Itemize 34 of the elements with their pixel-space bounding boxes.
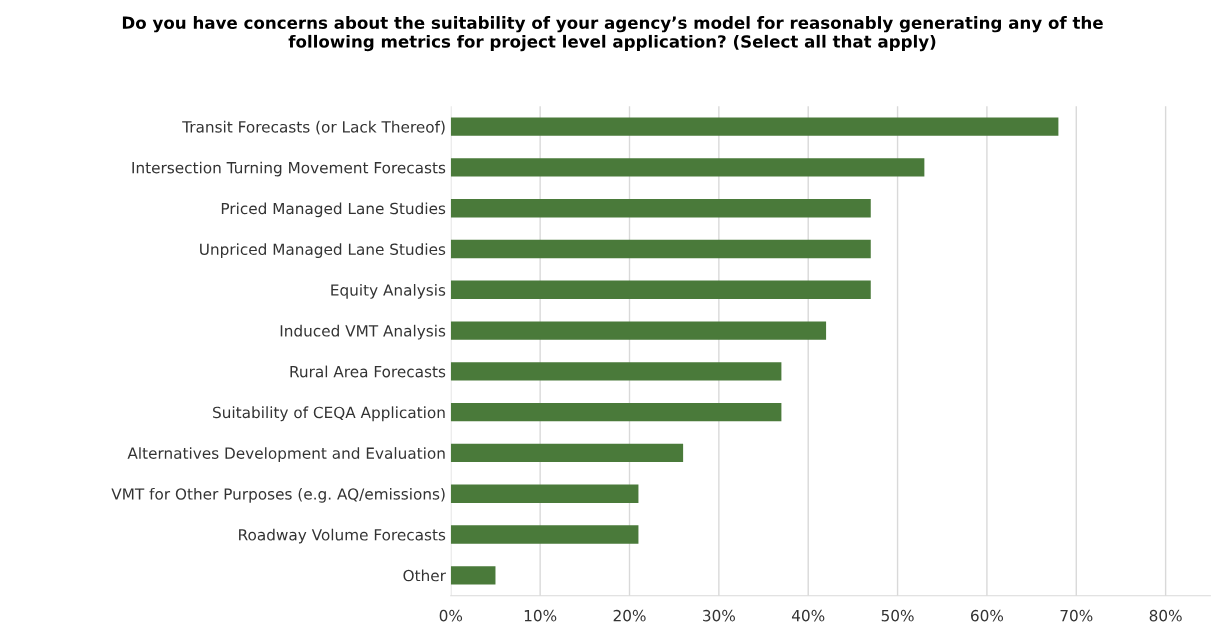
y-tick-label: Induced VMT Analysis	[280, 324, 446, 340]
bar	[450, 280, 871, 299]
y-tick-label: Rural Area Forecasts	[290, 365, 446, 378]
bar	[450, 239, 871, 259]
x-tick-label: 30%	[703, 609, 735, 622]
x-tick-label: 10%	[524, 609, 557, 622]
y-tick-label: VMT for Other Purposes (e.g. AQ/emissions)	[111, 487, 445, 503]
x-tick-label: 50%	[881, 609, 914, 622]
bar	[450, 525, 639, 544]
y-tick-label: Suitability of CEQA Application	[213, 406, 445, 422]
x-tick-label: 0%	[439, 609, 463, 622]
bar	[450, 199, 871, 218]
y-tick-label: Roadway Volume Forecasts	[239, 528, 446, 544]
y-tick-label: Equity Analysis	[331, 284, 446, 299]
bar	[450, 158, 925, 177]
y-tick-label: Transit Forecasts (or Lack Thereof)	[182, 120, 445, 135]
bar	[450, 566, 496, 585]
y-tick-label: Unpriced Managed Lane Studies	[200, 243, 446, 258]
y-tick-label: Intersection Turning Movement Forecasts	[132, 161, 446, 177]
bar	[450, 117, 1059, 136]
y-tick-label: Other	[403, 569, 446, 582]
x-tick-label: 80%	[1149, 609, 1182, 622]
chart-title: Do you have concerns about the suitability of your agency’s model for reasonably generating any of the following metrics for project level application? (Select all that apply)	[122, 16, 1103, 52]
x-tick-label: 20%	[613, 609, 646, 622]
x-tick-label: 40%	[791, 609, 825, 622]
bar	[450, 402, 782, 422]
bar	[450, 443, 684, 463]
bar	[450, 484, 639, 503]
x-tick-label: 60%	[971, 609, 1004, 622]
y-tick-label: Priced Managed Lane Studies	[221, 202, 446, 218]
x-tick-label: 70%	[1060, 609, 1093, 622]
y-tick-label: Alternatives Development and Evaluation	[127, 447, 445, 462]
bar	[450, 362, 782, 381]
bar	[450, 321, 827, 340]
